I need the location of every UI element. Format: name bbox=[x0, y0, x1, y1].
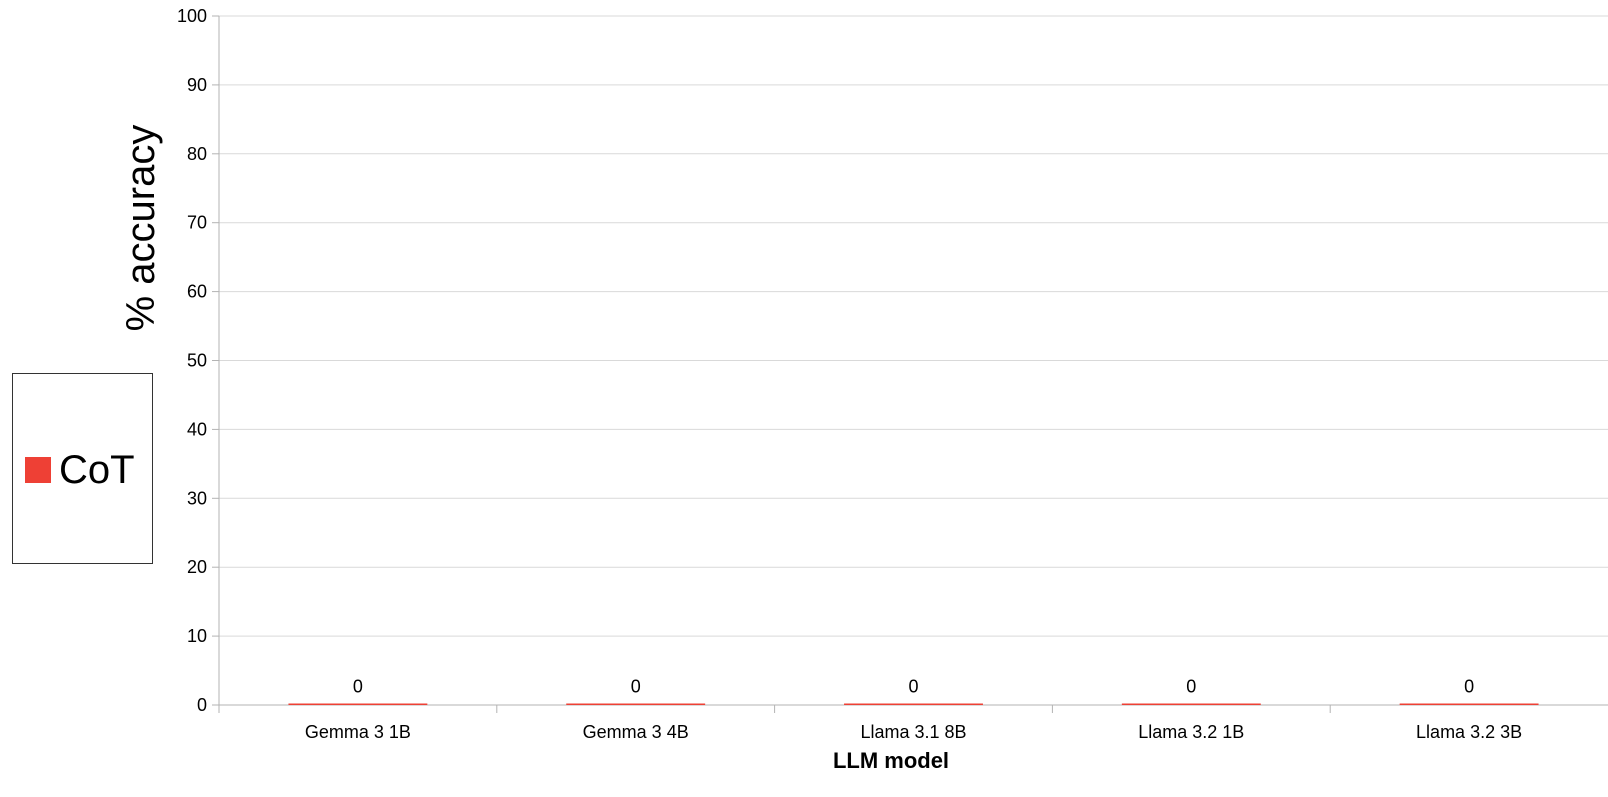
legend: CoT bbox=[12, 373, 153, 564]
y-tick-label: 90 bbox=[187, 75, 207, 95]
y-axis-title: % accuracy bbox=[119, 125, 163, 332]
bar-2 bbox=[844, 703, 983, 705]
y-tick-label: 50 bbox=[187, 351, 207, 371]
y-tick-label: 60 bbox=[187, 282, 207, 302]
data-labels: 0 0 0 0 0 bbox=[353, 677, 1474, 697]
axes bbox=[212, 15, 1608, 713]
x-tick-labels: Gemma 3 1B Gemma 3 4B Llama 3.1 8B Llama 3.… bbox=[305, 722, 1522, 742]
x-tick-label: Llama 3.2 1B bbox=[1138, 722, 1244, 742]
data-label: 0 bbox=[631, 677, 641, 697]
data-label: 0 bbox=[1464, 677, 1474, 697]
legend-label: CoT bbox=[59, 448, 135, 492]
legend-swatch bbox=[25, 457, 51, 483]
x-tick-label: Gemma 3 1B bbox=[305, 722, 411, 742]
y-tick-label: 30 bbox=[187, 488, 207, 508]
x-axis-title: LLM model bbox=[833, 748, 949, 773]
y-tick-label: 100 bbox=[177, 6, 207, 26]
x-tick-label: Gemma 3 4B bbox=[583, 722, 689, 742]
bar-3 bbox=[1121, 703, 1261, 705]
bar-4 bbox=[1399, 703, 1539, 705]
gridlines bbox=[219, 15, 1608, 637]
data-label: 0 bbox=[908, 677, 918, 697]
y-tick-label: 70 bbox=[187, 213, 207, 233]
y-tick-label: 80 bbox=[187, 144, 207, 164]
x-tick-label: Llama 3.2 3B bbox=[1416, 722, 1522, 742]
x-tick-label: Llama 3.1 8B bbox=[860, 722, 966, 742]
y-tick-label: 10 bbox=[187, 626, 207, 646]
y-tick-label: 0 bbox=[197, 695, 207, 715]
data-label: 0 bbox=[353, 677, 363, 697]
y-tick-label: 40 bbox=[187, 419, 207, 439]
y-tick-labels: 0 10 20 30 40 50 60 70 80 90 100 bbox=[177, 6, 207, 715]
legend-entry-cot: CoT bbox=[25, 450, 135, 490]
bar-1 bbox=[566, 703, 706, 705]
data-label: 0 bbox=[1186, 677, 1196, 697]
bar-0 bbox=[288, 703, 428, 705]
bars bbox=[288, 703, 1539, 705]
y-tick-label: 20 bbox=[187, 557, 207, 577]
